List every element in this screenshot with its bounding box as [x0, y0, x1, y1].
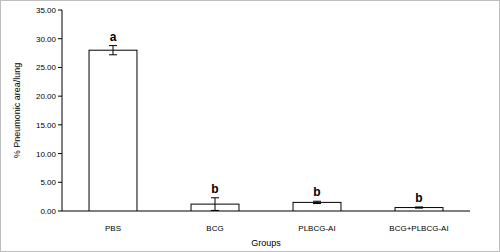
bar: [395, 208, 443, 211]
significance-letter: b: [313, 185, 320, 199]
y-tick: [58, 38, 62, 39]
error-bar: [313, 201, 321, 203]
error-bar: [211, 198, 219, 211]
y-axis-label: % Pneumonic area/lung: [12, 63, 22, 159]
y-tick: [58, 10, 62, 11]
chart-container: 0.00 5.00 10.00 15.00 20.00 25.00 30.00 35.00 a P…: [0, 0, 500, 252]
x-axis-label: Groups: [251, 238, 281, 248]
chart-svg: 0.00 5.00 10.00 15.00 20.00 25.00 30.00 35.00 a P…: [0, 0, 500, 252]
chart-frame: [1, 1, 500, 252]
y-tick: [58, 153, 62, 154]
y-tick: [58, 67, 62, 68]
y-tick: [58, 211, 62, 212]
x-tick-label: PLBCG-AI: [298, 224, 335, 233]
y-tick-label: 15.00: [36, 121, 57, 130]
y-tick-label: 35.00: [36, 6, 57, 15]
error-bar: [109, 46, 117, 55]
x-tick-label: PBS: [105, 224, 121, 233]
y-tick: [58, 182, 62, 183]
x-tick-label: BCG+PLBCG-AI: [389, 224, 448, 233]
y-tick-label: 10.00: [36, 150, 57, 159]
y-tick-label: 30.00: [36, 35, 57, 44]
significance-letter: b: [415, 191, 422, 205]
significance-letter: a: [110, 30, 117, 44]
x-tick-label: BCG: [206, 224, 223, 233]
y-tick: [58, 96, 62, 97]
bar: [293, 202, 341, 211]
error-bar: [415, 207, 423, 208]
significance-letter: b: [211, 182, 218, 196]
y-tick-label: 25.00: [36, 63, 57, 72]
bars: [89, 46, 443, 211]
y-tick-label: 5.00: [40, 178, 56, 187]
bar: [89, 50, 137, 211]
y-tick-label: 20.00: [36, 92, 57, 101]
y-axis: [62, 10, 63, 211]
y-tick: [58, 124, 62, 125]
y-tick-label: 0.00: [40, 207, 56, 216]
